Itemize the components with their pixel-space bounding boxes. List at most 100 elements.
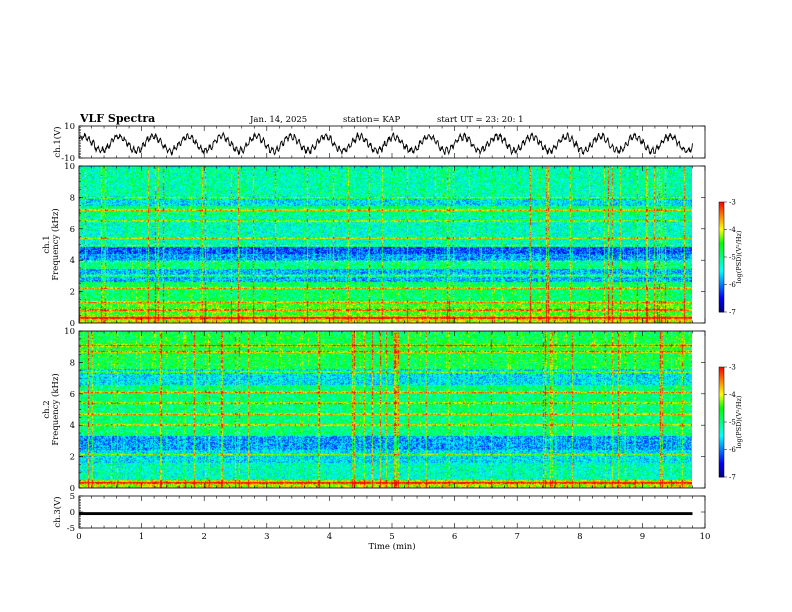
- ch1-waveform-ytick-label: 10: [64, 122, 75, 132]
- colorbar-cell: [719, 370, 724, 373]
- colorbar-cell: [719, 291, 724, 295]
- ch1-waveform-ylabel: ch.1(V): [52, 126, 63, 157]
- ch1-spectrogram-image: [79, 166, 692, 323]
- ch1-spectrogram-panel: [79, 166, 692, 323]
- colorbar-cell: [719, 434, 724, 438]
- figure-title: VLF Spectra: [79, 112, 155, 125]
- colorbar-cell: [719, 293, 724, 296]
- colorbar-cell: [719, 304, 724, 307]
- colorbar-cell: [719, 236, 724, 240]
- colorbar-cell: [719, 282, 724, 285]
- colorbar-cell: [719, 205, 724, 208]
- colorbar-cell: [719, 213, 724, 216]
- ch1-spectrogram-ytick-label: 6: [70, 225, 75, 235]
- ch2-spectrogram-ytick-label: 6: [70, 390, 75, 400]
- colorbar-tick-label: -3: [729, 199, 736, 207]
- colorbar-cell: [719, 235, 724, 238]
- colorbar-cell: [719, 414, 724, 417]
- ch1-spectrogram-ytick-label: 8: [70, 193, 75, 203]
- colorbar-cell: [719, 308, 724, 311]
- colorbar-cell: [719, 258, 724, 262]
- colorbar-cell: [719, 233, 724, 236]
- colorbar-cell: [719, 407, 724, 410]
- colorbar-cell: [719, 400, 724, 403]
- colorbar-cell: [719, 310, 724, 313]
- colorbar-cell: [719, 422, 724, 425]
- time-tick-label: 9: [640, 532, 645, 542]
- colorbar-cell: [719, 257, 724, 260]
- colorbar-cell: [719, 385, 724, 388]
- ch1-waveform-ytick-label: -10: [61, 154, 75, 164]
- colorbar-cell: [719, 275, 724, 278]
- ch2-colorbar: -3 -4 -5 -6 -7 log(PSD)(V²/Hz): [718, 364, 743, 482]
- colorbar-cell: [719, 455, 724, 458]
- colorbar-cell: [719, 227, 724, 230]
- colorbar-tick-label: -5: [729, 419, 736, 427]
- ch2-spectrogram-image: [79, 331, 692, 488]
- colorbar-cell: [719, 255, 724, 258]
- colorbar-cell: [719, 376, 724, 379]
- colorbar-cell: [719, 411, 724, 414]
- colorbar-cell: [719, 418, 724, 421]
- colorbar-cell: [719, 297, 724, 300]
- colorbar-cell: [719, 247, 724, 251]
- colorbar-cell: [719, 467, 724, 471]
- time-tick-label: 5: [389, 532, 394, 542]
- colorbar-cell: [719, 469, 724, 472]
- colorbar-tick-label: -7: [729, 309, 736, 317]
- colorbar-tick-label: -6: [729, 446, 736, 454]
- ch1-spectrogram-ylabel-freq: Frequency (kHz): [50, 208, 61, 280]
- colorbar-tick-label: -5: [729, 254, 736, 262]
- ch2-spectrogram-ytick-label: 2: [70, 453, 75, 463]
- colorbar-cell: [719, 268, 724, 271]
- colorbar-cell: [719, 378, 724, 381]
- time-axis-label: Time (min): [368, 541, 415, 552]
- colorbar-cell: [719, 392, 724, 395]
- colorbar-cell: [719, 306, 724, 309]
- ch1-colorbar: -3 -4 -5 -6 -7 log(PSD)(V²/Hz): [718, 199, 743, 317]
- colorbar-cell: [719, 401, 724, 405]
- colorbar-cell: [719, 429, 724, 432]
- colorbar-cell: [719, 216, 724, 219]
- colorbar-tick-label: -4: [729, 226, 736, 234]
- colorbar-cell: [719, 445, 724, 449]
- colorbar-cell: [719, 374, 724, 377]
- colorbar-cell: [719, 464, 724, 467]
- colorbar-cell: [719, 440, 724, 443]
- ch3-waveform-ytick-label: -5: [67, 524, 75, 534]
- colorbar-cell: [719, 271, 724, 274]
- time-tick-label: 8: [577, 532, 582, 542]
- colorbar-cell: [719, 423, 724, 427]
- colorbar-cell: [719, 396, 724, 399]
- colorbar-cell: [719, 471, 724, 474]
- colorbar-cell: [719, 436, 724, 439]
- colorbar-cell: [719, 302, 724, 306]
- colorbar-cell: [719, 447, 724, 450]
- ch3-waveform-ytick-label: 0: [70, 508, 75, 518]
- ch3-waveform-ytick-label: 5: [70, 492, 75, 502]
- colorbar-cell: [719, 299, 724, 302]
- colorbar-cell: [719, 433, 724, 436]
- colorbar-cell: [719, 412, 724, 416]
- ch3-waveform-panel: [79, 512, 693, 516]
- colorbar-cell: [719, 405, 724, 408]
- colorbar-cell: [719, 264, 724, 267]
- colorbar-cell: [719, 260, 724, 263]
- colorbar-cell: [719, 262, 724, 265]
- ch2-spectrogram-ytick-label: 4: [70, 421, 75, 431]
- time-tick-label: 0: [76, 532, 81, 542]
- colorbar-cell: [719, 244, 724, 247]
- colorbar-cell: [719, 249, 724, 252]
- ch3-waveform-trace: [79, 512, 693, 516]
- colorbar-cell: [719, 207, 724, 210]
- colorbar-cell: [719, 290, 724, 293]
- colorbar-cell: [719, 438, 724, 441]
- colorbar-tick-label: -7: [729, 474, 736, 482]
- header-station: station= KAP: [343, 115, 401, 125]
- header-start-time: start UT = 23: 20: 1: [437, 115, 524, 125]
- colorbar-tick-label: -6: [729, 281, 736, 289]
- colorbar-cell: [719, 240, 724, 243]
- colorbar-tick-label: -3: [729, 364, 736, 372]
- colorbar-cell: [719, 279, 724, 282]
- colorbar-cell: [719, 394, 724, 397]
